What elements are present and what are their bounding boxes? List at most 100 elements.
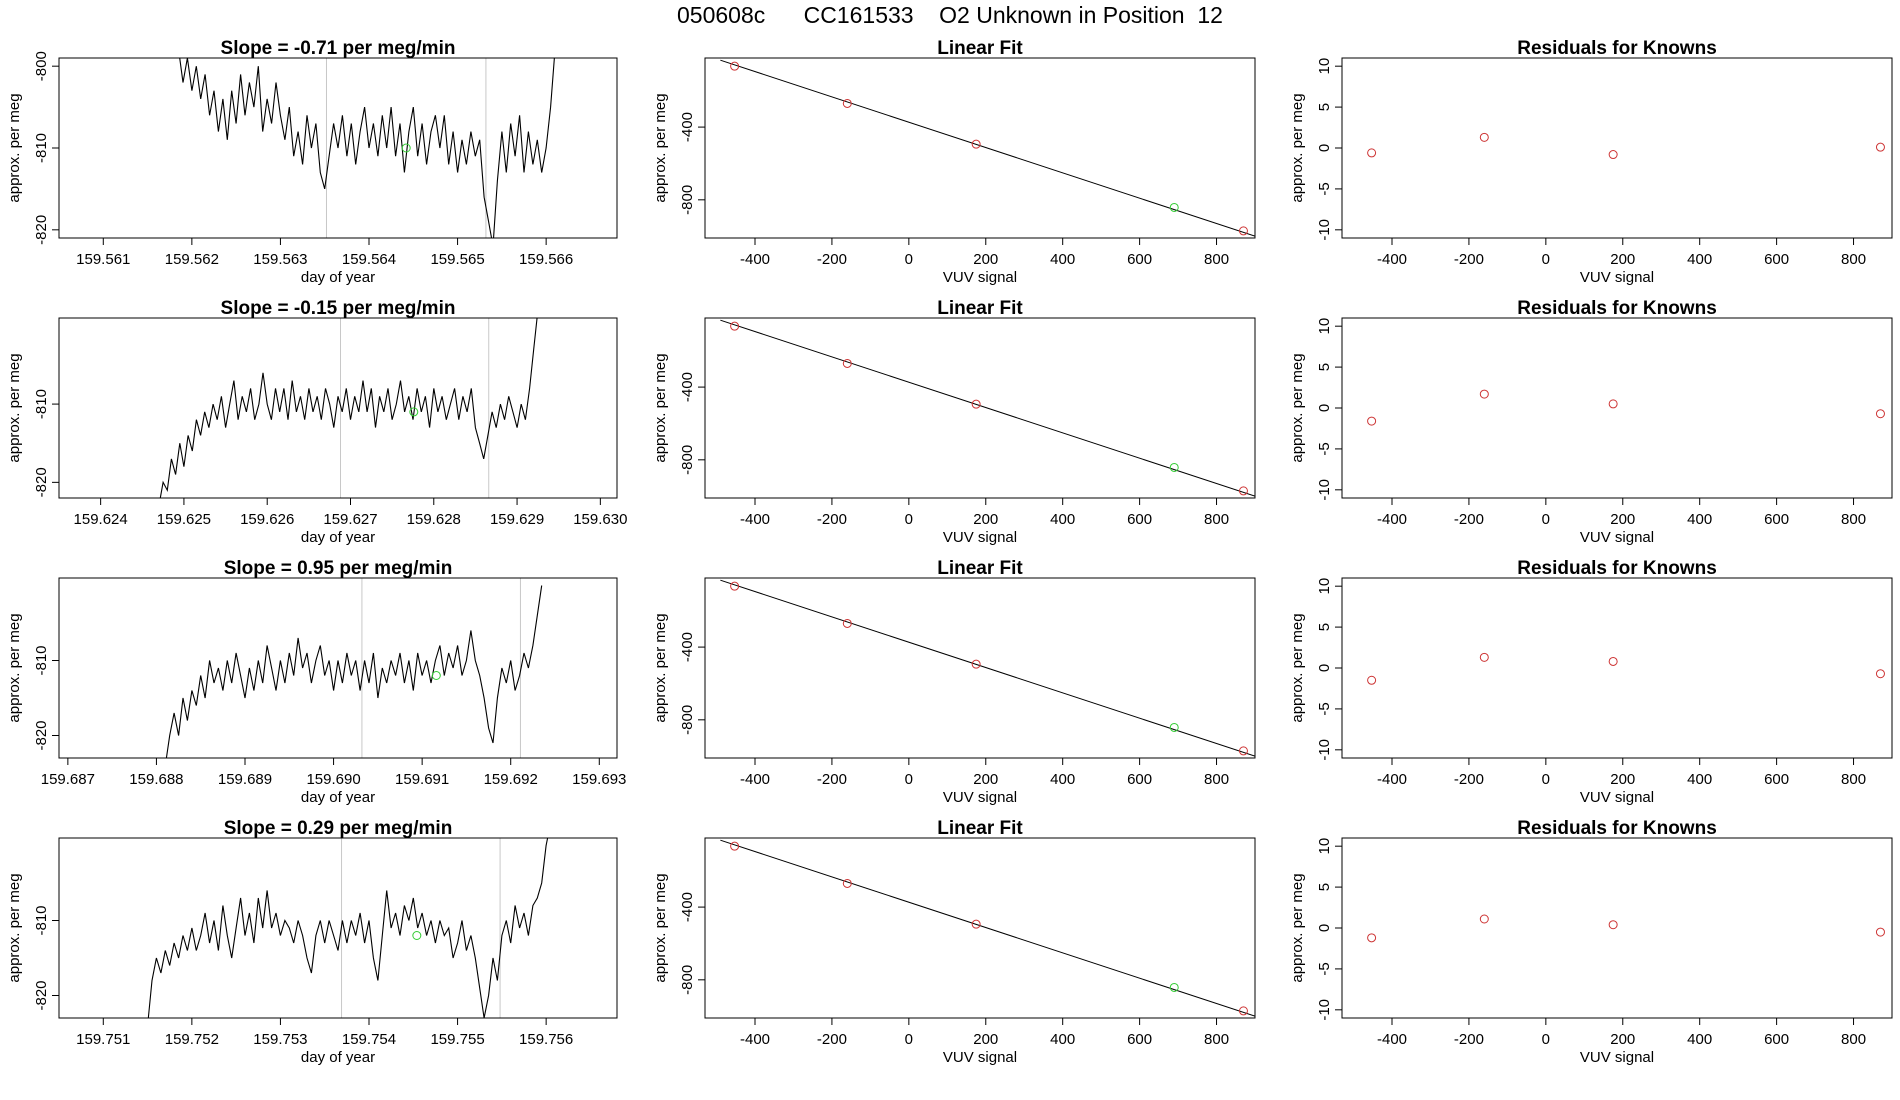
- y-tick-label: 5: [1316, 883, 1333, 891]
- known-point: [842, 98, 852, 108]
- x-tick-label: 800: [1204, 511, 1229, 528]
- plot-frame: [58, 317, 618, 499]
- y-tick-label: 10: [1316, 838, 1333, 855]
- panel-title: Slope = 0.29 per meg/min: [224, 818, 453, 839]
- plot-area: [720, 579, 1255, 757]
- x-tick-label: 800: [1204, 251, 1229, 268]
- x-tick-label: 400: [1050, 771, 1075, 788]
- fit-line: [720, 59, 1255, 237]
- y-tick-label: -800: [679, 445, 696, 475]
- y-tick-label: -810: [33, 133, 50, 163]
- x-tick-label: 0: [1542, 511, 1550, 528]
- x-tick-label: 159.627: [323, 511, 377, 528]
- y-axis-label: approx. per meg: [652, 93, 669, 202]
- plot-frame: [1341, 317, 1893, 499]
- y-tick-label: -800: [679, 965, 696, 995]
- x-tick-label: -200: [1454, 771, 1484, 788]
- plot-area: [720, 59, 1255, 237]
- panel-title: Residuals for Knowns: [1517, 558, 1717, 579]
- x-tick-label: 200: [973, 771, 998, 788]
- x-tick-label: 159.691: [395, 771, 449, 788]
- known-point: [1367, 933, 1377, 943]
- y-tick-label: 5: [1316, 363, 1333, 371]
- panel-title: Residuals for Knowns: [1517, 818, 1717, 839]
- x-tick-label: 159.755: [430, 1031, 484, 1048]
- y-tick-label: -820: [33, 215, 50, 245]
- x-axis-label: day of year: [301, 529, 375, 546]
- plot-area: [1367, 652, 1885, 685]
- panel-title: Linear Fit: [937, 558, 1023, 579]
- unknown-point: [1169, 462, 1179, 472]
- x-tick-label: -200: [817, 1031, 847, 1048]
- y-axis-label: approx. per meg: [1289, 613, 1306, 722]
- x-tick-label: -400: [740, 511, 770, 528]
- x-tick-label: -200: [1454, 251, 1484, 268]
- x-axis-label: VUV signal: [943, 269, 1017, 286]
- known-point: [1479, 914, 1489, 924]
- known-point: [1875, 669, 1885, 679]
- x-tick-label: -200: [1454, 511, 1484, 528]
- fit-line: [720, 319, 1255, 497]
- x-tick-label: 159.624: [74, 511, 128, 528]
- x-tick-label: 159.751: [76, 1031, 130, 1048]
- plot-frame: [704, 317, 1256, 499]
- known-point: [1238, 226, 1248, 236]
- x-axis-label: day of year: [301, 789, 375, 806]
- x-tick-label: -400: [1377, 511, 1407, 528]
- series-line: [179, 58, 555, 238]
- y-axis-label: approx. per meg: [6, 613, 23, 722]
- x-tick-label: 159.630: [573, 511, 627, 528]
- unknown-point: [401, 143, 411, 153]
- x-tick-label: 200: [1610, 771, 1635, 788]
- y-tick-label: 5: [1316, 623, 1333, 631]
- known-point: [971, 139, 981, 149]
- y-tick-label: -10: [1316, 999, 1333, 1021]
- panel-1-2: Linear Fit -400 -200 0 200 400 600 800 -800 -400 V…: [652, 38, 1256, 286]
- unknown-point: [1169, 722, 1179, 732]
- y-tick-label: -820: [33, 720, 50, 750]
- y-tick-label: -10: [1316, 479, 1333, 501]
- known-point: [1479, 652, 1489, 662]
- known-point: [1608, 656, 1618, 666]
- plot-frame: [1341, 577, 1893, 759]
- y-tick-label: -5: [1316, 442, 1333, 455]
- x-tick-label: 200: [1610, 1031, 1635, 1048]
- y-axis-label: approx. per meg: [652, 613, 669, 722]
- y-tick-label: -800: [679, 185, 696, 215]
- x-tick-label: 200: [973, 511, 998, 528]
- y-tick-label: -810: [33, 905, 50, 935]
- known-point: [1479, 389, 1489, 399]
- y-tick-label: 0: [1316, 144, 1333, 152]
- plot-area: [165, 585, 543, 758]
- plot-area: [1367, 914, 1885, 943]
- fit-line: [720, 839, 1255, 1017]
- x-tick-label: 159.626: [240, 511, 294, 528]
- known-point: [1367, 416, 1377, 426]
- y-tick-label: -10: [1316, 219, 1333, 241]
- unknown-point: [409, 407, 419, 417]
- x-tick-label: 159.563: [253, 251, 307, 268]
- x-tick-label: 0: [905, 1031, 913, 1048]
- y-tick-label: -810: [33, 645, 50, 675]
- x-tick-label: 800: [1204, 771, 1229, 788]
- x-tick-label: 159.628: [407, 511, 461, 528]
- y-axis-label: approx. per meg: [652, 873, 669, 982]
- x-tick-label: 800: [1204, 1031, 1229, 1048]
- x-tick-label: 800: [1841, 1031, 1866, 1048]
- panel-2-1: Slope = -0.15 per meg/min 159.624 159.625 1…: [6, 298, 627, 546]
- known-point: [1608, 920, 1618, 930]
- known-point: [1479, 132, 1489, 142]
- y-tick-label: -5: [1316, 182, 1333, 195]
- x-tick-label: 159.564: [342, 251, 396, 268]
- known-point: [1367, 675, 1377, 685]
- series-line: [165, 585, 543, 758]
- panel-3-1: Slope = 0.95 per meg/min 159.687 159.688 15…: [6, 558, 626, 806]
- x-tick-label: 400: [1687, 1031, 1712, 1048]
- x-tick-label: 400: [1050, 1031, 1075, 1048]
- x-tick-label: 600: [1764, 511, 1789, 528]
- plot-area: [1367, 132, 1885, 160]
- y-tick-label: -810: [33, 389, 50, 419]
- plot-frame: [58, 577, 618, 759]
- unknown-point: [431, 671, 441, 680]
- x-tick-label: 159.625: [157, 511, 211, 528]
